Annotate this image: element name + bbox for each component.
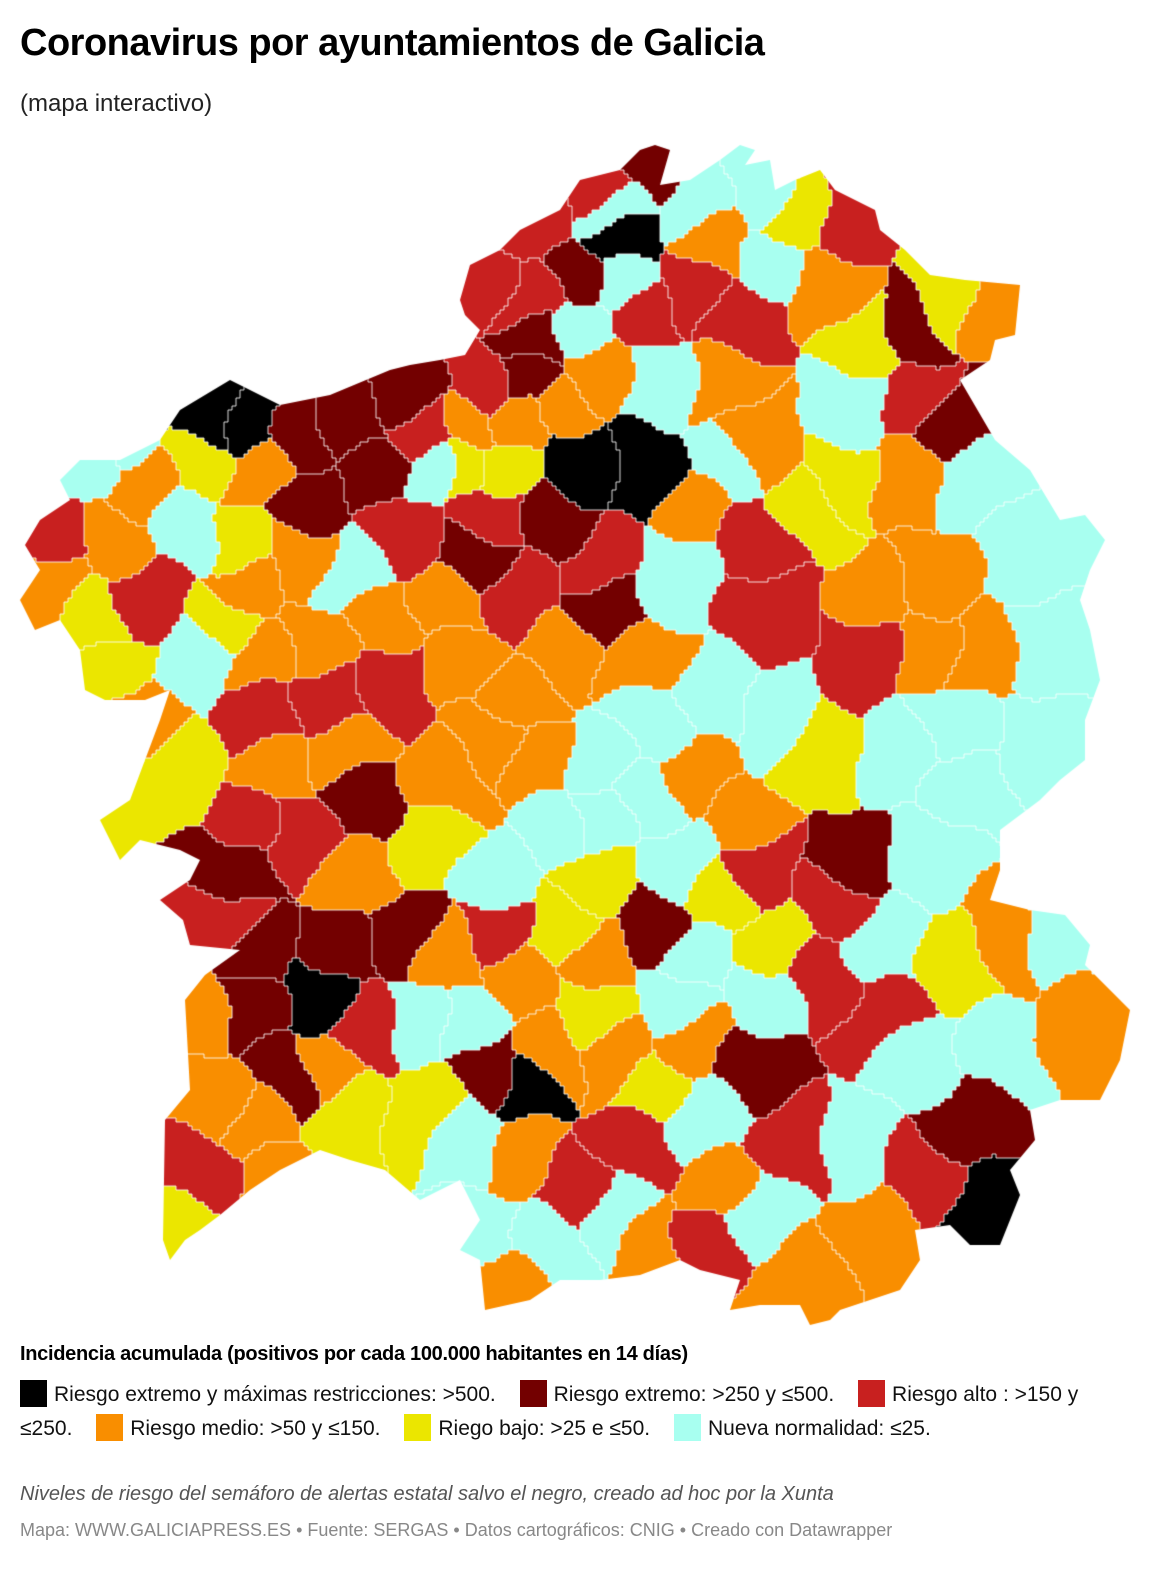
legend-item-extreme-max: Riesgo extremo y máximas restricciones: … bbox=[20, 1380, 496, 1407]
page-subtitle: (mapa interactivo) bbox=[20, 90, 213, 117]
legend-swatch bbox=[673, 1414, 701, 1441]
page-title: Coronavirus por ayuntamientos de Galicia bbox=[20, 22, 765, 64]
legend-item-extreme: Riesgo extremo: >250 y ≤500. bbox=[519, 1380, 834, 1407]
legend-title: Incidencia acumulada (positivos por cada… bbox=[20, 1343, 688, 1365]
choropleth-map[interactable] bbox=[0, 130, 1160, 1330]
legend: Riesgo extremo y máximas restricciones: … bbox=[20, 1378, 1130, 1446]
legend-swatch bbox=[96, 1414, 124, 1441]
legend-swatch bbox=[858, 1380, 886, 1407]
legend-item-high: Riesgo alto : >150 y ≤250. bbox=[20, 1380, 1078, 1440]
legend-swatch bbox=[20, 1380, 47, 1407]
legend-item-low: Riego bajo: >25 e ≤50. bbox=[404, 1414, 650, 1441]
legend-swatch bbox=[519, 1380, 547, 1407]
legend-item-normal: Nueva normalidad: ≤25. bbox=[673, 1414, 931, 1441]
legend-item-medium: Riesgo medio: >50 y ≤150. bbox=[96, 1414, 381, 1441]
footer-source: Mapa: WWW.GALICIAPRESS.ES • Fuente: SERG… bbox=[20, 1520, 893, 1540]
footer-note: Niveles de riesgo del semáforo de alerta… bbox=[20, 1483, 834, 1505]
legend-swatch bbox=[404, 1414, 432, 1441]
